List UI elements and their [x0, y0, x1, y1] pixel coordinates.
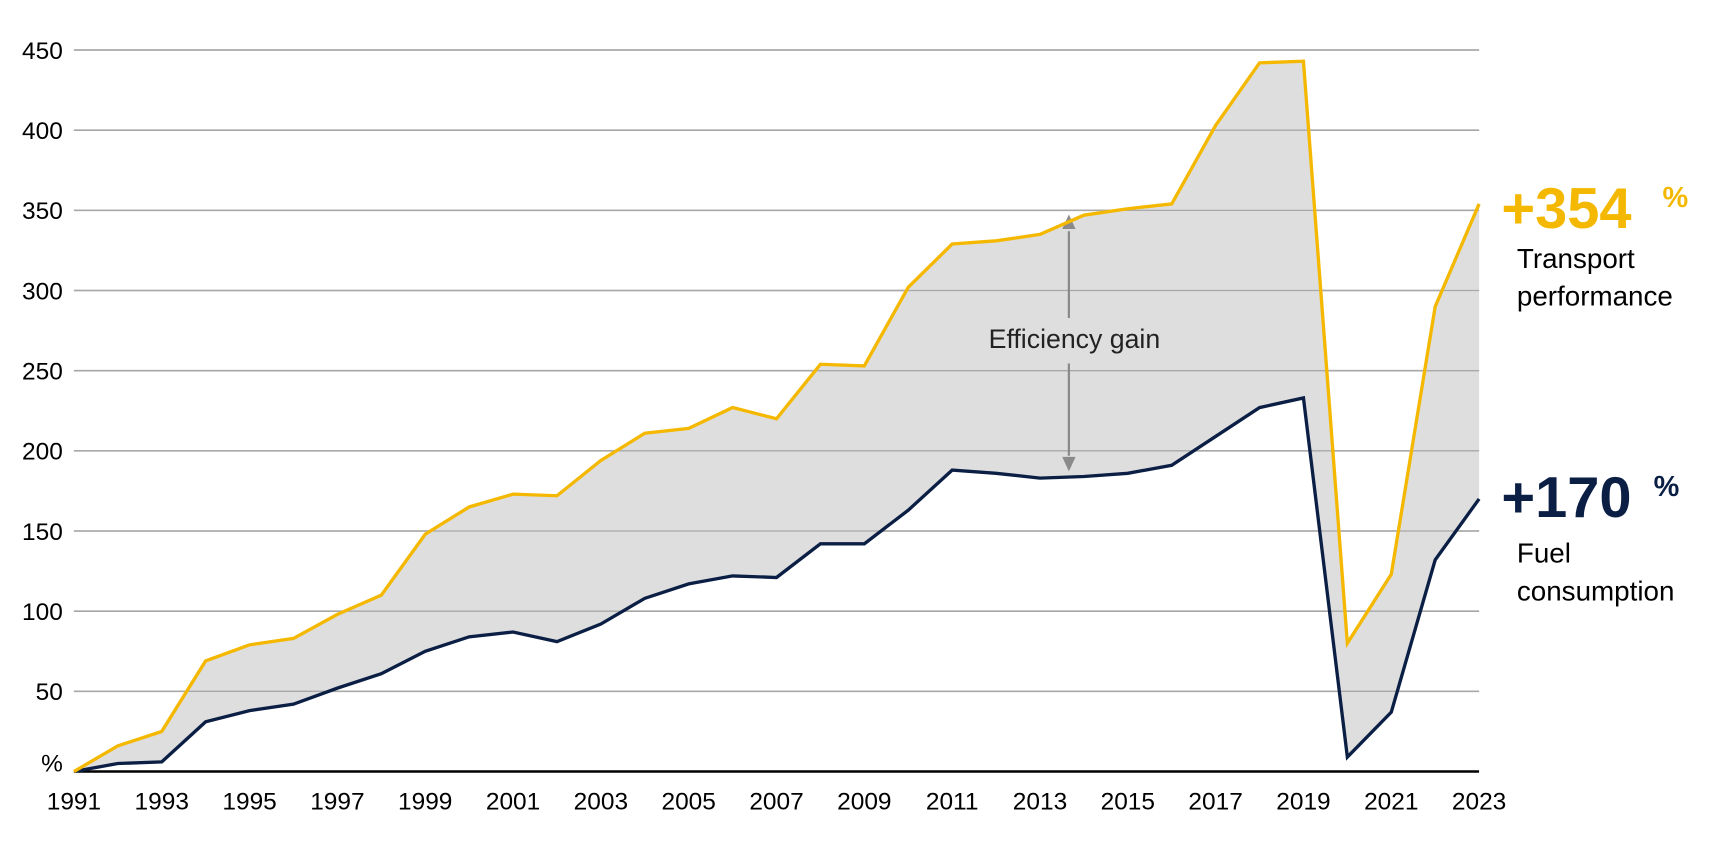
legend-transport: +354 % Transport performance: [1501, 177, 1688, 312]
x-axis-ticks: 1991 1993 1995 1997 1999 2001 2003 2005 2007 2009…: [47, 788, 1507, 815]
x-tick-label: 2013: [1013, 788, 1067, 815]
x-tick-label: 1993: [135, 788, 189, 815]
x-tick-label: 2009: [837, 788, 891, 815]
transport-unit: %: [1663, 182, 1689, 214]
x-tick-label: 2011: [926, 788, 979, 815]
x-tick-label: 1999: [398, 788, 452, 815]
y-tick-label: 200: [22, 439, 63, 466]
x-tick-label: 2017: [1188, 788, 1242, 815]
x-tick-label: 2021: [1364, 788, 1418, 815]
x-tick-label: 1991: [47, 788, 101, 815]
fuel-consumption-line: [73, 395, 1481, 774]
x-tick-label: 2001: [486, 788, 540, 815]
efficiency-gain-arrow: [1062, 214, 1076, 472]
x-tick-label: 1997: [310, 788, 364, 815]
fuel-unit: %: [1654, 471, 1680, 503]
y-axis-unit-label: %: [41, 751, 63, 778]
transport-value: +354: [1501, 177, 1631, 241]
transport-label-line2: performance: [1517, 281, 1673, 312]
transport-performance-line: [73, 59, 1481, 773]
x-tick-label: 2003: [574, 788, 628, 815]
x-tick-label: 2019: [1276, 788, 1330, 815]
gridlines-overlay: [73, 49, 1480, 693]
y-tick-label: 400: [22, 118, 63, 145]
x-tick-label: 2007: [749, 788, 803, 815]
fuel-label-line2: consumption: [1517, 575, 1675, 606]
y-tick-label: 250: [22, 359, 63, 386]
transport-label-line1: Transport: [1517, 243, 1635, 274]
efficiency-gain-area: [73, 61, 1480, 772]
y-tick-label: 350: [22, 198, 63, 225]
y-tick-label: 300: [22, 278, 63, 305]
y-tick-label: 150: [22, 519, 63, 546]
x-tick-label: 2015: [1101, 788, 1155, 815]
y-axis-ticks: 50 100 150 200 250 300 350 400 450: [22, 38, 63, 706]
y-tick-label: 50: [36, 679, 63, 706]
legend-fuel: +170 % Fuel consumption: [1501, 466, 1679, 606]
efficiency-gain-label: Efficiency gain: [989, 324, 1161, 354]
x-tick-label: 2005: [662, 788, 716, 815]
x-tick-label: 2023: [1452, 788, 1506, 815]
fuel-label-line1: Fuel: [1517, 538, 1571, 569]
y-tick-label: 100: [22, 599, 63, 626]
x-tick-label: 1995: [222, 788, 276, 815]
y-tick-label: 450: [22, 38, 63, 65]
fuel-value: +170: [1501, 466, 1631, 530]
